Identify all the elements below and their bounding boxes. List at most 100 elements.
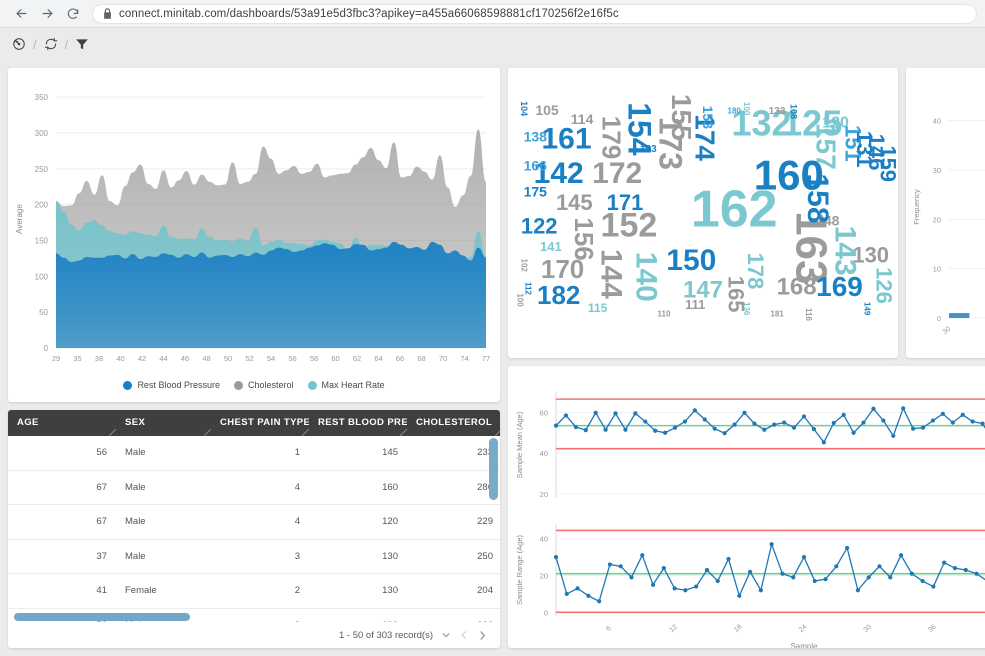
back-icon[interactable]	[8, 1, 34, 27]
word-cloud-word[interactable]: 161	[541, 122, 591, 155]
word-cloud-word[interactable]: 165	[723, 276, 748, 313]
word-cloud-word[interactable]: 130	[852, 242, 889, 267]
svg-text:200: 200	[35, 201, 49, 210]
word-cloud-word[interactable]: 180	[728, 107, 742, 116]
word-cloud-word[interactable]: 162	[691, 181, 778, 239]
table-column-header-age[interactable]: AGE	[8, 410, 116, 436]
table-body[interactable]: 56Male1145233Tr67Male4160286Fa67Male4120…	[8, 436, 500, 622]
word-cloud-word[interactable]: 141	[540, 239, 562, 254]
address-bar[interactable]: connect.minitab.com/dashboards/53a91e5d3…	[92, 3, 977, 24]
word-cloud-word[interactable]: 123	[640, 144, 657, 155]
word-cloud-word[interactable]: 168	[777, 274, 817, 301]
word-cloud-word[interactable]: 144	[594, 249, 627, 299]
chevron-right-icon[interactable]	[477, 630, 488, 641]
refresh-icon[interactable]	[40, 33, 62, 55]
word-cloud-word[interactable]: 112	[523, 282, 532, 295]
word-cloud-word[interactable]: 145	[556, 190, 593, 215]
word-cloud-word[interactable]: 140	[630, 252, 663, 302]
word-cloud-word[interactable]: 100	[516, 293, 525, 307]
area-chart[interactable]: 0 50 100 150 200 250 300 350 Average 29 35 38 40 42 44…	[8, 68, 500, 378]
histogram-chart[interactable]: 010203040Frequency303438	[906, 68, 985, 358]
history-revert-icon[interactable]	[8, 33, 30, 55]
word-cloud-word[interactable]: 160	[754, 151, 824, 198]
legend-item[interactable]: Max Heart Rate	[307, 380, 385, 390]
word-cloud-word[interactable]: 169	[816, 271, 863, 302]
word-cloud-word[interactable]: 159	[875, 145, 898, 182]
word-cloud-word[interactable]: 172	[592, 157, 642, 190]
reload-icon[interactable]	[60, 1, 86, 27]
table-row[interactable]: 56Male1145233Tr	[8, 436, 500, 471]
word-cloud-word[interactable]: 133	[769, 106, 786, 117]
word-cloud-word[interactable]: 153	[700, 106, 716, 130]
word-cloud-word[interactable]: 126	[872, 267, 897, 304]
table-column-header-chol[interactable]: CHOLESTEROL	[407, 410, 500, 436]
word-cloud-word[interactable]: 115	[588, 301, 608, 315]
word-cloud-word[interactable]: 166	[524, 157, 548, 173]
word-cloud-word[interactable]: 132	[731, 103, 791, 144]
word-cloud-word[interactable]: 143	[828, 226, 861, 276]
word-cloud-word[interactable]: 146	[864, 134, 889, 171]
word-cloud-word[interactable]: 142	[534, 157, 584, 190]
table-row[interactable]: 37Male3130250Fa	[8, 540, 500, 574]
table-column-header-sex[interactable]: SEX	[116, 410, 211, 436]
word-cloud-word[interactable]: 163	[787, 211, 836, 284]
word-cloud-word[interactable]: 171	[607, 190, 644, 215]
word-cloud-word[interactable]: 157	[811, 123, 842, 170]
svg-text:42: 42	[138, 354, 146, 363]
word-cloud-word[interactable]: 154	[621, 102, 657, 156]
word-cloud-word[interactable]: 110	[658, 310, 671, 319]
word-cloud-word[interactable]: 111	[685, 297, 705, 312]
table-horizontal-scrollbar[interactable]	[14, 613, 190, 621]
word-cloud-word[interactable]: 148	[816, 212, 840, 228]
table-vertical-scrollbar[interactable]	[489, 438, 498, 500]
table-row[interactable]: 67Male4120229Fa	[8, 505, 500, 540]
word-cloud-word[interactable]: 100	[742, 102, 751, 116]
word-cloud-word[interactable]: 182	[537, 280, 580, 310]
svg-text:18: 18	[733, 624, 744, 634]
svg-text:35: 35	[73, 354, 81, 363]
word-cloud-word[interactable]: 179	[597, 116, 627, 159]
word-cloud-word[interactable]: 178	[743, 253, 768, 290]
control-point	[726, 556, 731, 562]
word-cloud-word[interactable]: 104	[519, 101, 529, 116]
chevron-left-icon[interactable]	[459, 630, 469, 640]
control-point	[712, 426, 717, 431]
chevron-down-icon[interactable]	[441, 630, 451, 640]
word-cloud-word[interactable]: 138	[524, 128, 548, 144]
table-row[interactable]: 67Male4160286Fa	[8, 471, 500, 505]
word-cloud-word[interactable]: 131	[852, 131, 877, 168]
word-cloud-word[interactable]: 122	[521, 213, 558, 238]
word-cloud-word[interactable]: 108	[788, 104, 798, 119]
word-cloud-word[interactable]: 136	[742, 302, 751, 316]
word-cloud-word[interactable]: 116	[804, 308, 813, 321]
word-cloud-word[interactable]: 120	[822, 114, 849, 131]
word-cloud-word[interactable]: 147	[683, 277, 723, 304]
word-cloud-word[interactable]: 173	[652, 117, 688, 170]
table-cell-rbp: 130	[382, 550, 398, 562]
word-cloud-word[interactable]: 102	[519, 259, 528, 273]
word-cloud-word[interactable]: 181	[770, 310, 784, 319]
table-column-header-rbp[interactable]: REST BLOOD PRESS...	[309, 410, 407, 436]
legend-item[interactable]: Cholesterol	[233, 380, 294, 390]
word-cloud-word[interactable]: 150	[666, 244, 716, 277]
word-cloud-word[interactable]: 151	[840, 125, 865, 162]
word-cloud-word[interactable]: 105	[535, 102, 559, 118]
legend-item[interactable]: Rest Blood Pressure	[123, 380, 220, 390]
word-cloud-word[interactable]: 174	[690, 114, 721, 161]
word-cloud-word[interactable]: 149	[863, 302, 872, 316]
word-cloud-word[interactable]: 152	[601, 206, 658, 244]
table-column-header-cpt[interactable]: CHEST PAIN TYPE	[211, 410, 309, 436]
word-cloud-word[interactable]: 156	[569, 217, 599, 260]
word-cloud-word[interactable]: 125	[782, 103, 842, 144]
word-cloud-word[interactable]: 155	[666, 94, 697, 141]
word-cloud-word[interactable]: 114	[571, 111, 594, 127]
filter-icon[interactable]	[71, 33, 93, 55]
table-row[interactable]: 41Female2130204Fa	[8, 574, 500, 609]
forward-icon[interactable]	[34, 1, 60, 27]
word-cloud-word[interactable]: 175	[524, 183, 548, 199]
word-cloud-word[interactable]: 158	[801, 173, 834, 223]
word-cloud-word[interactable]: 170	[541, 254, 584, 284]
control-point	[553, 423, 559, 428]
control-charts[interactable]: 20 40 60 Sample Mean (Age) 0 20 40 Sample Range…	[508, 366, 985, 648]
